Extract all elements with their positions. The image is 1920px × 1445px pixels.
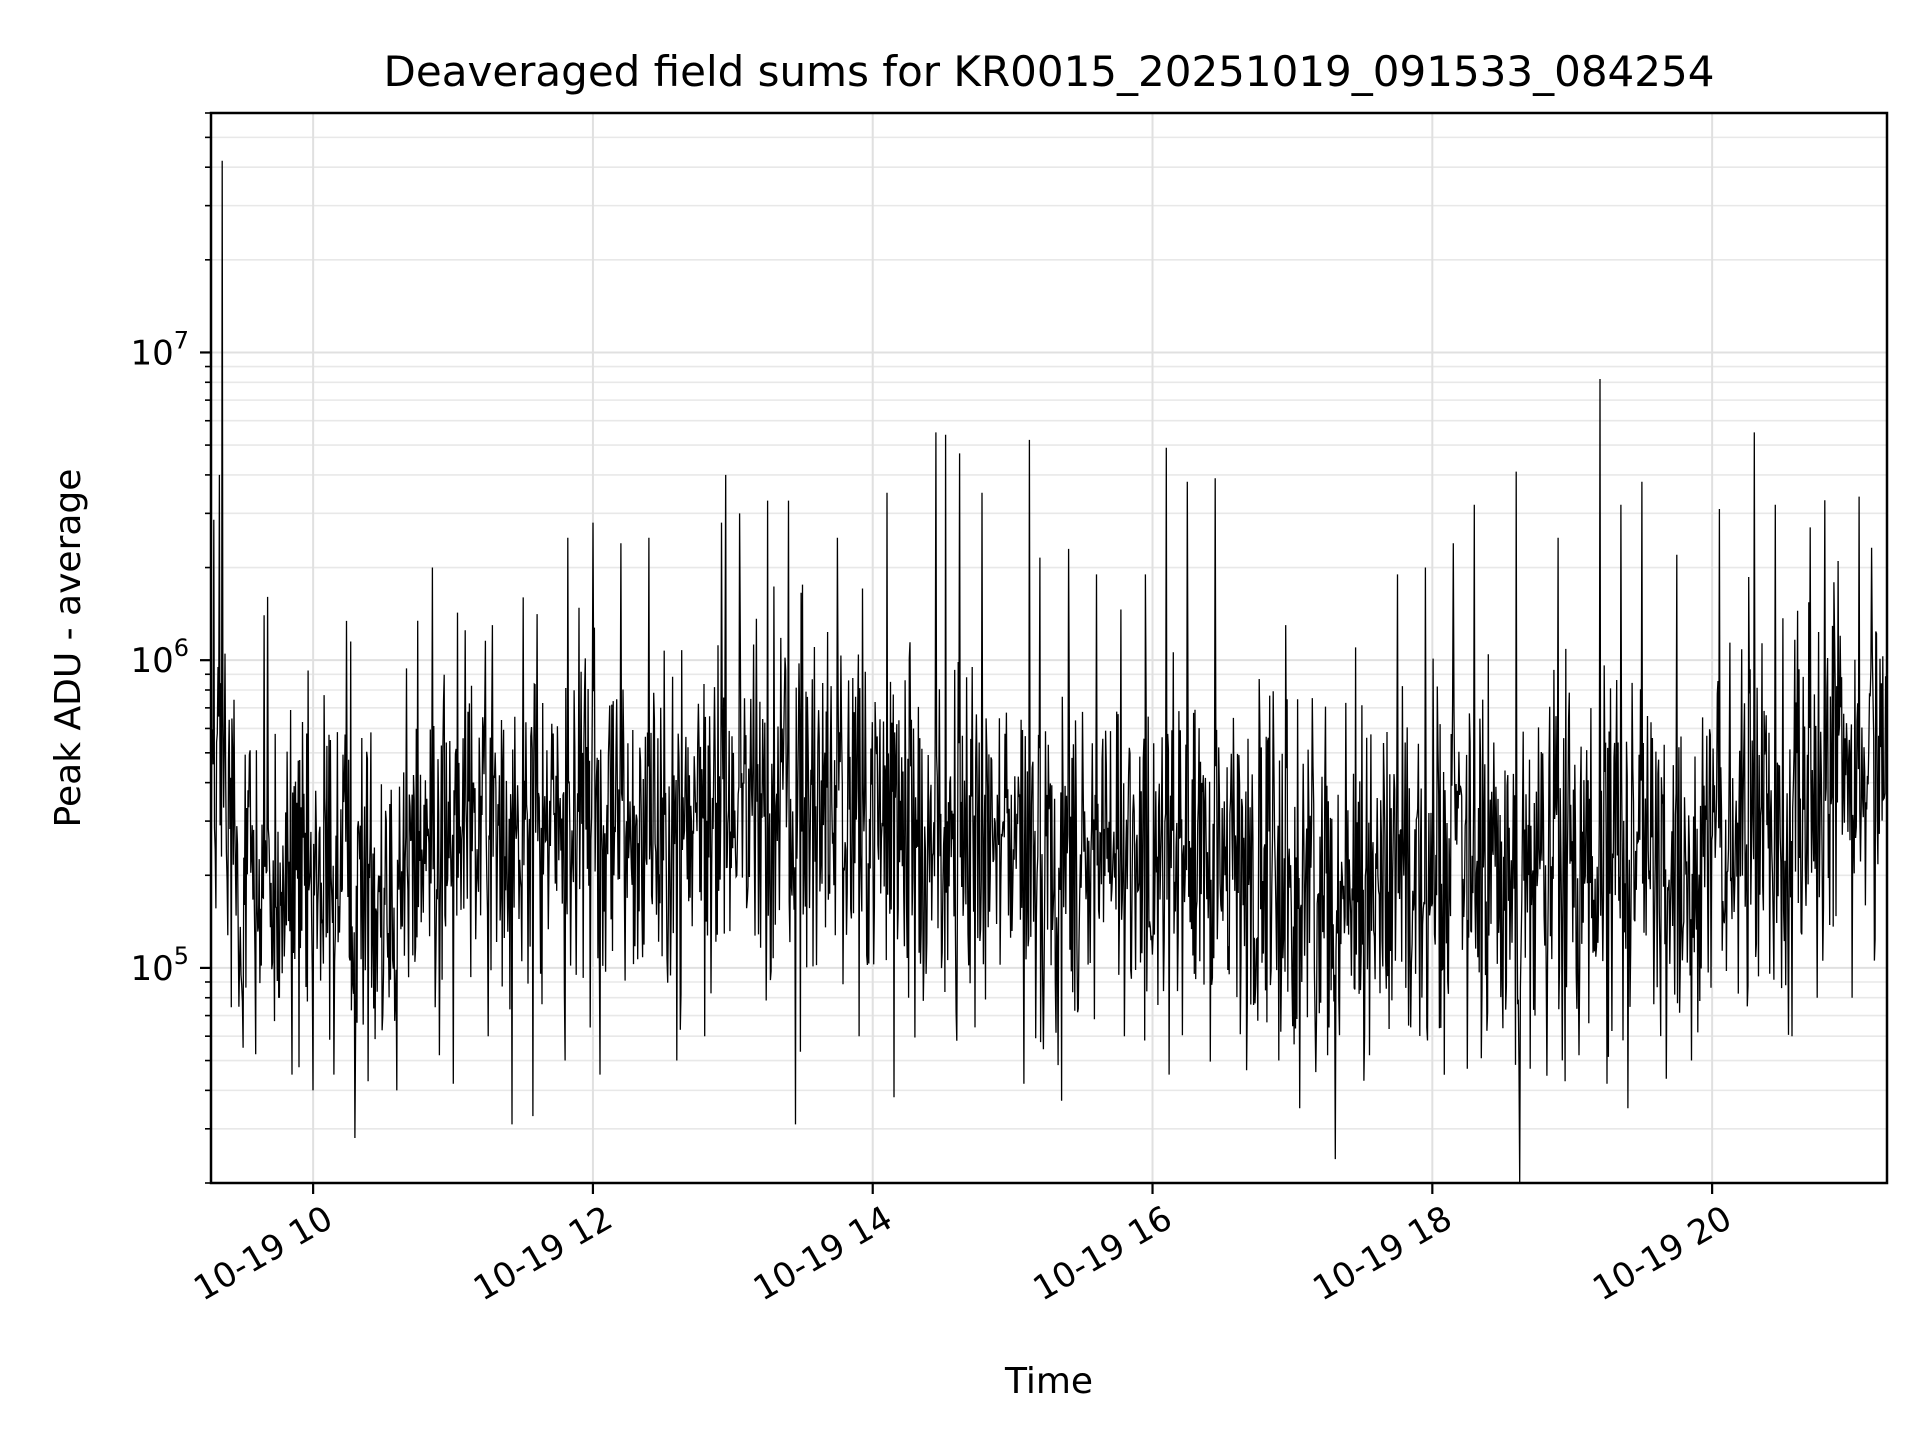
y-axis: 105 106 107 <box>130 112 211 1184</box>
x-axis-label: Time <box>1004 1361 1093 1402</box>
series-layer <box>210 160 1888 1184</box>
series-line <box>210 160 1888 1184</box>
y-axis-label: Peak ADU - average <box>48 469 89 828</box>
y-tick-label: 105 <box>130 942 189 989</box>
chart-title: Deaveraged field sums for KR0015_2025101… <box>384 47 1715 96</box>
y-tick-label: 107 <box>130 326 189 373</box>
y-tick-label: 106 <box>130 634 189 681</box>
plot-area-frame <box>209 111 1889 1185</box>
